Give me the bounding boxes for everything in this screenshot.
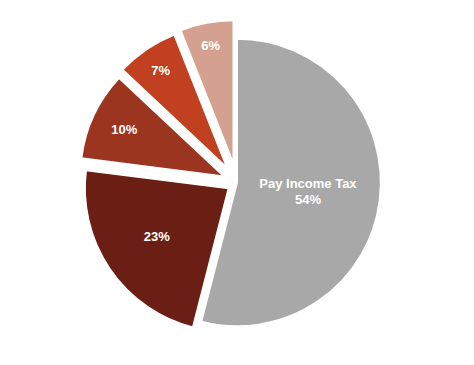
svg-text:Pay Income Tax54%: Pay Income Tax54% bbox=[259, 176, 357, 208]
svg-text:7%: 7% bbox=[151, 63, 170, 78]
svg-text:23%: 23% bbox=[144, 229, 170, 244]
svg-text:6%: 6% bbox=[201, 38, 220, 53]
svg-text:10%: 10% bbox=[111, 122, 137, 137]
